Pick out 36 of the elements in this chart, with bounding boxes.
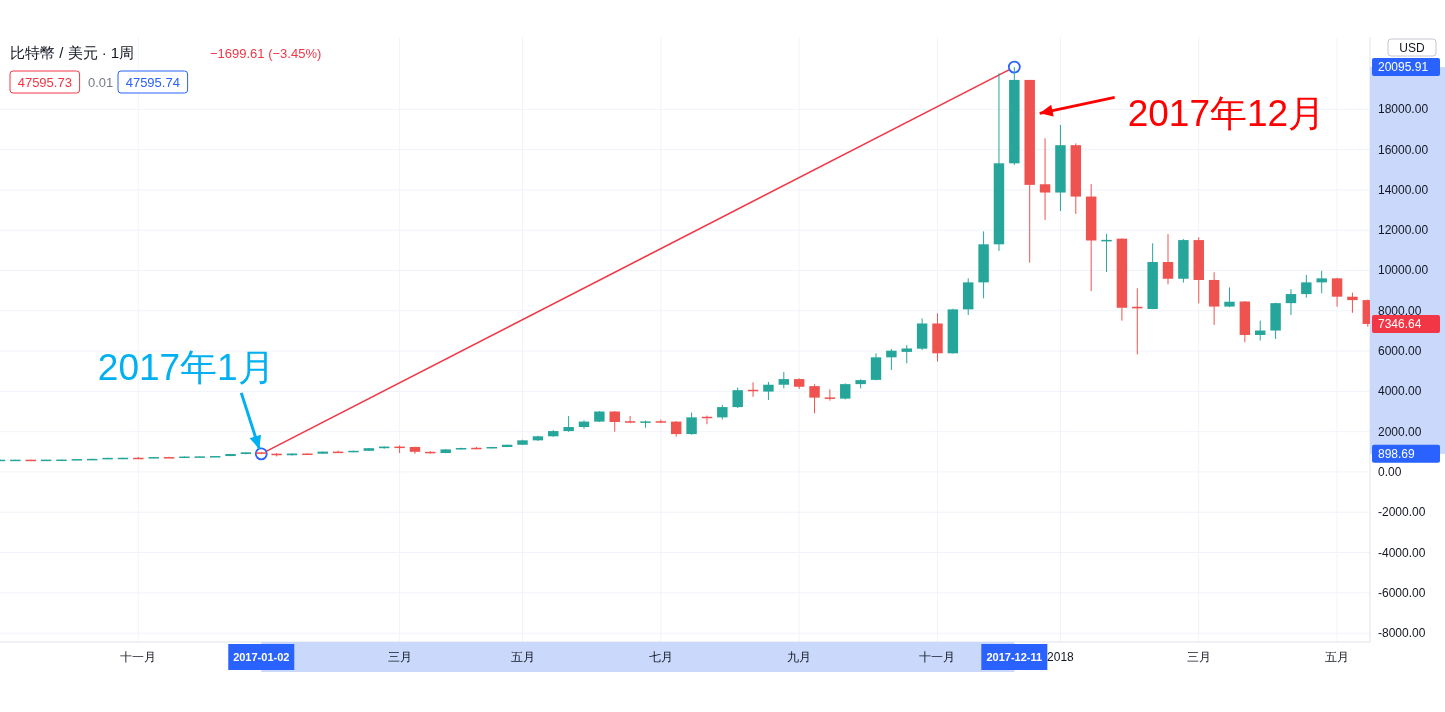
y-tick-label: 16000.00	[1378, 142, 1429, 157]
x-tick-label: 七月	[648, 650, 673, 664]
x-tick-label: 2017-12-11	[986, 651, 1043, 663]
annotation: 2017年12月	[1127, 93, 1326, 135]
y-tick-label: 10000.00	[1378, 263, 1429, 278]
x-tick-label: 九月	[787, 650, 812, 664]
y-tick-label: 14000.00	[1378, 182, 1429, 197]
y-tick-label: 7346.64	[1378, 316, 1422, 331]
y-tick-label: -8000.00	[1378, 626, 1426, 641]
annotation: 2017年1月	[97, 346, 275, 388]
y-axis-title: USD	[1399, 41, 1425, 55]
x-tick-label: 2018	[1047, 650, 1075, 664]
x-tick-label: 2017-01-02	[233, 651, 290, 663]
x-tick-label: 三月	[1186, 650, 1211, 664]
y-tick-label: 0.00	[1378, 464, 1402, 479]
y-tick-label: 4000.00	[1378, 384, 1422, 399]
x-tick-label: 五月	[1325, 650, 1350, 664]
x-tick-label: 十一月	[120, 650, 157, 664]
y-tick-label: 898.69	[1378, 446, 1416, 461]
x-tick-label: 五月	[510, 650, 535, 664]
y-tick-label: -4000.00	[1378, 545, 1426, 560]
y-tick-label: 20095.91	[1378, 60, 1429, 75]
annotation: 0.01	[88, 75, 114, 90]
y-tick-label: 18000.00	[1378, 102, 1429, 117]
y-tick-label: 6000.00	[1378, 344, 1422, 359]
text: 比特幣 / 美元 · 1周	[10, 44, 135, 61]
y-tick-label: -6000.00	[1378, 585, 1426, 600]
x-tick-label: 三月	[387, 650, 412, 664]
y-tick-label: -2000.00	[1378, 505, 1426, 520]
annotation: 47595.74	[125, 75, 180, 90]
annotation: 47595.73	[17, 75, 72, 90]
y-tick-label: 12000.00	[1378, 223, 1429, 238]
annotation: −1699.61 (−3.45%)	[210, 46, 322, 61]
x-tick-label: 十一月	[919, 650, 956, 664]
y-tick-label: 8000.00	[1378, 303, 1422, 318]
y-tick-label: 2000.00	[1378, 424, 1422, 439]
